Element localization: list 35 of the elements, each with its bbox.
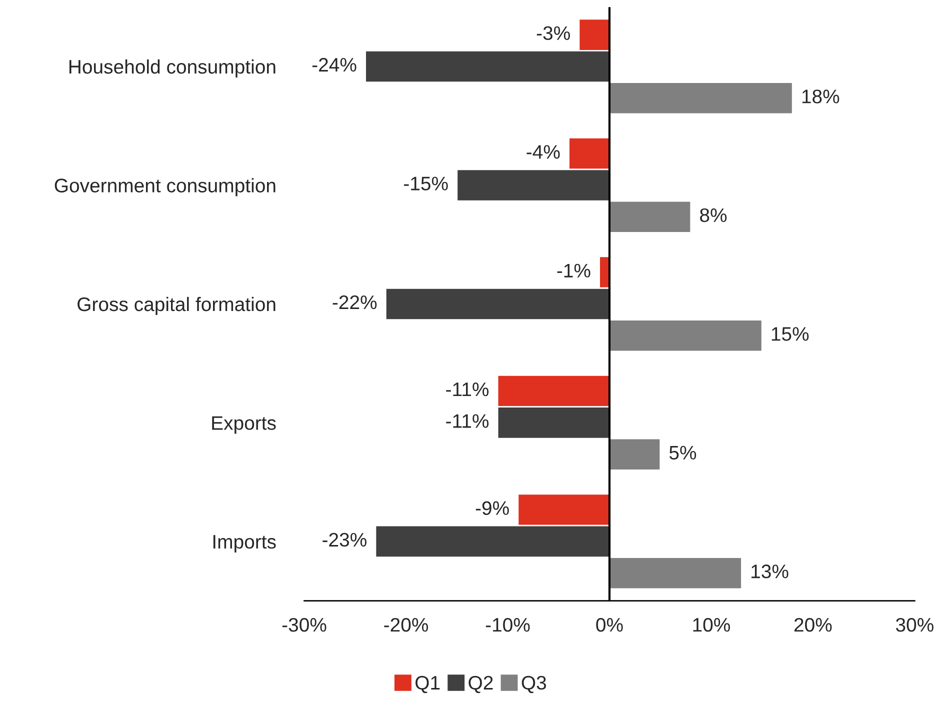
bar <box>608 200 692 234</box>
data-label: -22% <box>332 295 377 310</box>
x-tick-label: 30% <box>896 618 934 632</box>
data-label: -23% <box>322 532 366 547</box>
legend-label: Q2 <box>468 676 493 694</box>
data-label: 8% <box>700 208 727 222</box>
bar <box>608 82 794 115</box>
bar <box>608 319 763 352</box>
x-tick-label: 0% <box>596 618 623 632</box>
x-tick-label: -30% <box>282 618 326 632</box>
x-tick-label: 20% <box>794 618 832 632</box>
legend-label: Q1 <box>416 676 440 694</box>
bar <box>608 556 742 590</box>
data-label: -1% <box>557 264 590 278</box>
data-label: 5% <box>669 446 696 460</box>
x-tick-label: -10% <box>486 618 530 632</box>
data-label: -9% <box>476 501 509 515</box>
x-tick-label: 10% <box>693 618 730 632</box>
bar <box>608 438 662 471</box>
x-tick-label: -20% <box>384 618 428 632</box>
data-label: 15% <box>772 327 809 341</box>
data-label: -15% <box>404 176 448 190</box>
data-label: -11% <box>446 414 489 428</box>
data-label: -11% <box>446 382 489 396</box>
y-tick-label: Gross capital formation <box>78 296 276 316</box>
data-label: -3% <box>536 26 570 40</box>
y-tick-label: Imports <box>213 535 276 553</box>
data-label: 18% <box>802 90 840 104</box>
y-tick-label: Household consumption <box>69 59 276 78</box>
data-label: -4% <box>526 145 560 159</box>
y-tick-label: Government consumption <box>54 178 276 196</box>
data-label: 13% <box>752 564 788 578</box>
data-label: -24% <box>312 58 356 72</box>
legend-label: Q3 <box>522 676 546 694</box>
y-tick-label: Exports <box>212 416 276 434</box>
